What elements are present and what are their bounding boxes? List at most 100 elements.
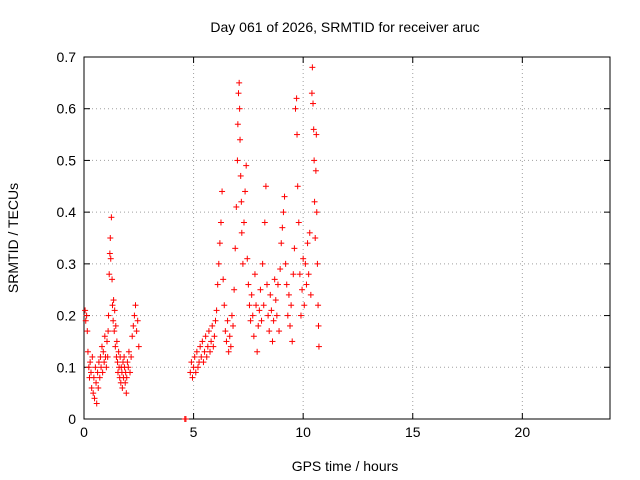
data-point	[233, 203, 240, 210]
data-point	[194, 364, 201, 371]
data-point	[112, 343, 119, 350]
data-point	[246, 302, 253, 309]
data-point	[236, 79, 243, 86]
data-point	[111, 307, 118, 314]
data-point	[288, 302, 295, 309]
data-point	[203, 353, 210, 360]
data-point	[311, 198, 318, 205]
data-point	[92, 364, 99, 371]
data-point	[293, 95, 300, 102]
data-point	[192, 369, 199, 376]
data-point	[309, 64, 316, 71]
data-point	[197, 343, 204, 350]
data-point	[112, 322, 119, 329]
data-point	[251, 271, 258, 278]
y-tick-label: 0.5	[57, 152, 77, 168]
data-point	[276, 328, 283, 335]
data-point	[313, 209, 320, 216]
data-point	[110, 317, 117, 324]
data-point	[299, 286, 306, 293]
data-point	[99, 369, 106, 376]
x-tick-label: 20	[515, 424, 531, 440]
data-point	[133, 328, 140, 335]
data-point	[224, 317, 231, 324]
data-point	[290, 271, 297, 278]
data-point	[90, 390, 97, 397]
data-point	[94, 369, 101, 376]
axis-ticks	[83, 56, 610, 420]
y-tick-label: 0.6	[57, 101, 77, 117]
data-point	[257, 286, 264, 293]
data-point	[228, 312, 235, 319]
data-point	[214, 281, 221, 288]
data-point	[271, 276, 278, 283]
data-point	[248, 291, 255, 298]
data-point	[292, 105, 299, 112]
data-point	[308, 90, 315, 97]
data-point	[213, 307, 220, 314]
data-point	[100, 348, 107, 355]
data-point	[314, 260, 321, 267]
data-point	[109, 302, 116, 309]
data-point	[310, 100, 317, 107]
data-point	[236, 105, 243, 112]
data-point	[281, 193, 288, 200]
data-point	[302, 260, 309, 267]
data-point	[304, 240, 311, 247]
data-point	[82, 317, 89, 324]
data-point	[107, 255, 114, 262]
data-point	[191, 353, 198, 360]
data-point	[231, 286, 238, 293]
data-point	[113, 338, 120, 345]
data-point	[313, 131, 320, 138]
data-point	[315, 322, 322, 329]
data-point	[285, 291, 292, 298]
x-axis-label: GPS time / hours	[292, 458, 399, 474]
grid-lines	[84, 57, 610, 419]
data-point	[294, 183, 301, 190]
x-tick-label: 5	[190, 424, 198, 440]
data-point	[300, 255, 307, 262]
data-point	[269, 338, 276, 345]
tick-labels: 0 5 10 15 20 0 0.1 0.2 0.3 0.4 0.5 0.6 0.7	[57, 49, 531, 440]
data-point	[262, 183, 269, 190]
data-point	[88, 369, 95, 376]
data-point	[234, 157, 241, 164]
data-point	[255, 322, 262, 329]
data-point	[279, 224, 286, 231]
data-point	[124, 359, 131, 366]
data-point	[242, 188, 249, 195]
y-tick-label: 0.1	[57, 359, 77, 375]
data-markers	[82, 64, 322, 422]
data-point	[219, 188, 226, 195]
data-point	[223, 338, 230, 345]
data-point	[134, 317, 141, 324]
data-point	[125, 364, 132, 371]
data-point	[202, 333, 209, 340]
data-point	[287, 322, 294, 329]
data-point	[105, 328, 112, 335]
data-point	[294, 131, 301, 138]
data-point	[106, 271, 113, 278]
data-point	[303, 281, 310, 288]
data-point	[283, 281, 290, 288]
data-point	[256, 307, 263, 314]
data-point	[247, 317, 254, 324]
data-point	[103, 364, 110, 371]
data-point	[264, 281, 271, 288]
y-tick-label: 0	[68, 411, 76, 427]
data-point	[312, 235, 319, 241]
data-point	[277, 266, 284, 273]
data-point	[272, 297, 279, 304]
data-point	[220, 276, 227, 283]
data-point	[101, 333, 108, 340]
data-point	[84, 348, 91, 355]
data-point	[204, 343, 211, 350]
data-point	[123, 374, 130, 381]
data-point	[95, 384, 102, 391]
data-point	[210, 343, 217, 350]
data-point	[104, 353, 111, 360]
data-point	[297, 312, 304, 319]
data-point	[110, 297, 117, 304]
data-point	[89, 353, 96, 360]
